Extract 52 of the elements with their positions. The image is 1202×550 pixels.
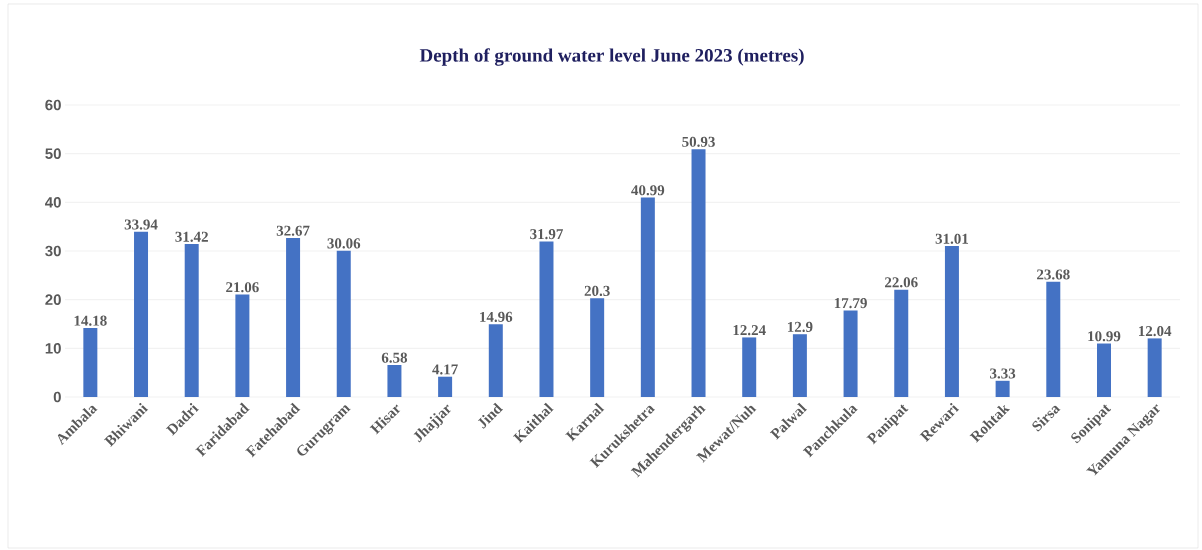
bar bbox=[995, 380, 1010, 397]
bar bbox=[640, 197, 655, 397]
data-label: 12.9 bbox=[787, 321, 813, 333]
bar bbox=[742, 337, 757, 397]
data-label: 33.94 bbox=[124, 219, 158, 230]
bar bbox=[336, 250, 351, 397]
data-label: 6.58 bbox=[381, 352, 408, 363]
y-tick-label: 60 bbox=[45, 99, 61, 111]
y-tick-label: 20 bbox=[45, 294, 61, 305]
bar bbox=[691, 149, 706, 397]
bar bbox=[944, 246, 959, 397]
data-label: 12.24 bbox=[733, 325, 766, 336]
y-tick-label: 0 bbox=[53, 391, 61, 403]
bar bbox=[843, 310, 858, 397]
y-tick-label: 50 bbox=[45, 148, 61, 159]
bar bbox=[590, 298, 605, 397]
data-label: 4.17 bbox=[432, 364, 458, 375]
bar bbox=[1147, 338, 1162, 397]
data-label: 31.01 bbox=[935, 233, 969, 244]
bar bbox=[1046, 281, 1061, 397]
data-label: 14.96 bbox=[480, 311, 513, 322]
bar bbox=[792, 334, 807, 397]
bar bbox=[83, 327, 98, 397]
bar bbox=[387, 364, 402, 397]
chart-title: Depth of ground water level June 2023 (metres) bbox=[419, 48, 804, 66]
data-label: 30.06 bbox=[327, 238, 361, 249]
data-label: 32.67 bbox=[276, 225, 310, 236]
data-label: 22.06 bbox=[885, 277, 918, 288]
bar bbox=[539, 241, 554, 397]
bar bbox=[184, 244, 199, 397]
y-tick-label: 40 bbox=[45, 197, 61, 208]
data-label: 50.93 bbox=[682, 136, 715, 147]
data-label: 31.97 bbox=[530, 229, 563, 240]
data-label: 21.06 bbox=[226, 282, 259, 293]
data-label: 3.33 bbox=[990, 368, 1016, 379]
data-label: 14.18 bbox=[74, 315, 107, 326]
data-label: 23.68 bbox=[1037, 269, 1070, 280]
bar bbox=[235, 294, 250, 397]
data-label: 17.79 bbox=[834, 298, 867, 309]
bar bbox=[286, 238, 301, 397]
bar bbox=[488, 324, 503, 397]
y-tick-label: 10 bbox=[45, 343, 61, 354]
data-label: 10.99 bbox=[1088, 331, 1121, 342]
bar bbox=[894, 289, 909, 397]
bar bbox=[438, 376, 453, 397]
bar bbox=[134, 231, 149, 397]
y-tick-label: 30 bbox=[45, 245, 61, 257]
data-label: 31.42 bbox=[175, 231, 208, 242]
data-label: 40.99 bbox=[631, 185, 665, 196]
data-label: 12.04 bbox=[1138, 326, 1172, 337]
bar bbox=[1096, 343, 1111, 397]
data-label: 20.3 bbox=[584, 285, 610, 297]
